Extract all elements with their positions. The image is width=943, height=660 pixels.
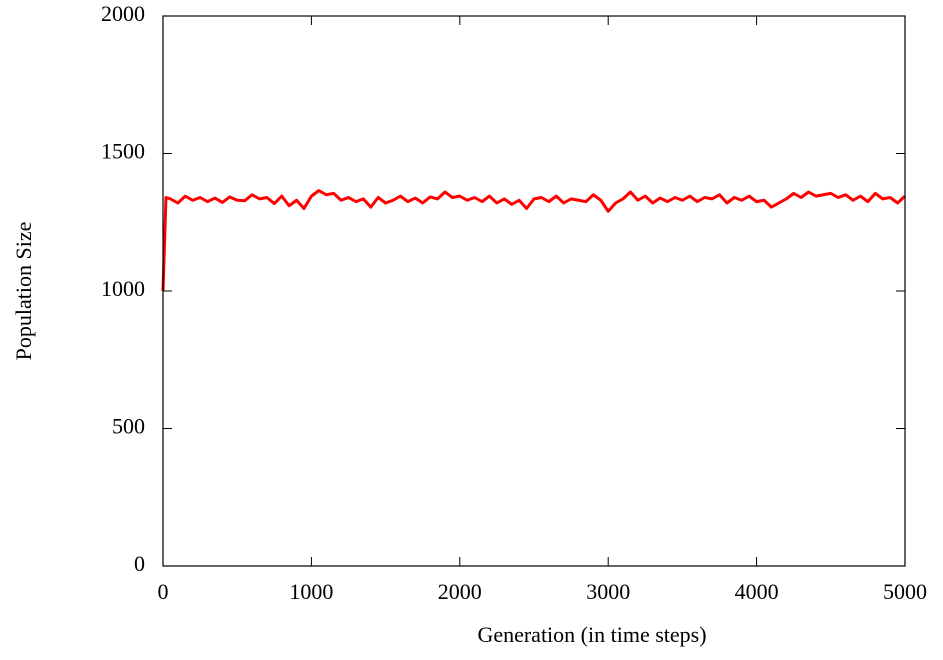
y-axis-label: Population Size: [11, 222, 36, 361]
x-tick-label: 2000: [438, 579, 482, 604]
x-tick-label: 5000: [883, 579, 927, 604]
data-line: [161, 189, 907, 292]
x-tick-label: 3000: [586, 579, 630, 604]
x-axis-label: Generation (in time steps): [477, 622, 706, 647]
y-tick-label: 0: [134, 551, 145, 576]
y-tick-label: 1000: [101, 276, 145, 301]
x-tick-label: 4000: [735, 579, 779, 604]
x-tick-label: 0: [158, 579, 169, 604]
y-tick-label: 1500: [101, 139, 145, 164]
x-tick-label: 1000: [289, 579, 333, 604]
y-tick-label: 500: [112, 414, 145, 439]
y-tick-label: 2000: [101, 1, 145, 26]
plot-frame: [162, 15, 906, 567]
